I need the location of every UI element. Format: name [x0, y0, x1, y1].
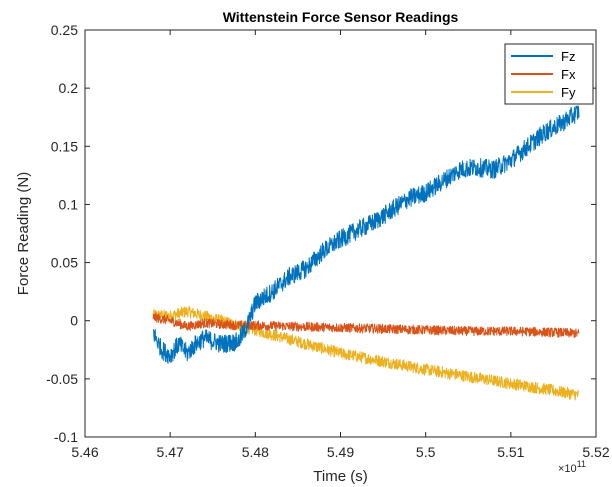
chart-title: Wittenstein Force Sensor Readings	[223, 9, 459, 25]
y-tick-label: 0.05	[51, 255, 78, 271]
y-tick-label: 0.1	[59, 196, 79, 212]
y-tick-label: -0.1	[54, 429, 78, 445]
legend-label-fx: Fx	[561, 67, 576, 82]
x-axis-multiplier-base: ×10	[558, 463, 577, 475]
tick-labels-layer: 5.46 5.47 5.48 5.49 5.5 5.51 5.52 -0.1 -0.05 0 0.0…	[46, 22, 610, 460]
x-axis-multiplier: ×1011	[558, 459, 586, 475]
series-line-fz	[152, 105, 580, 364]
x-axis-label: Time (s)	[313, 468, 367, 485]
x-axis-multiplier-exponent: 11	[577, 459, 586, 469]
legend: Fz Fx Fy	[504, 43, 594, 105]
series-line-fy	[152, 305, 580, 401]
y-tick-label: -0.05	[46, 371, 78, 387]
x-tick-label: 5.52	[582, 444, 609, 460]
y-tick-label: 0.15	[51, 138, 78, 154]
x-tick-label: 5.47	[157, 444, 184, 460]
y-tick-label: 0	[70, 313, 78, 329]
legend-label-fz: Fz	[561, 49, 575, 64]
ticks-layer	[84, 29, 597, 438]
legend-label-fy: Fy	[561, 85, 576, 100]
x-tick-label: 5.5	[416, 444, 436, 460]
y-axis-label: Force Reading (N)	[15, 172, 32, 295]
series-layer	[152, 105, 580, 401]
x-tick-label: 5.48	[242, 444, 269, 460]
x-tick-label: 5.49	[327, 444, 354, 460]
x-tick-label: 5.46	[71, 444, 98, 460]
y-tick-label: 0.2	[59, 80, 79, 96]
y-tick-label: 0.25	[51, 22, 78, 38]
series-line-fx	[152, 312, 580, 339]
x-tick-label: 5.51	[497, 444, 524, 460]
